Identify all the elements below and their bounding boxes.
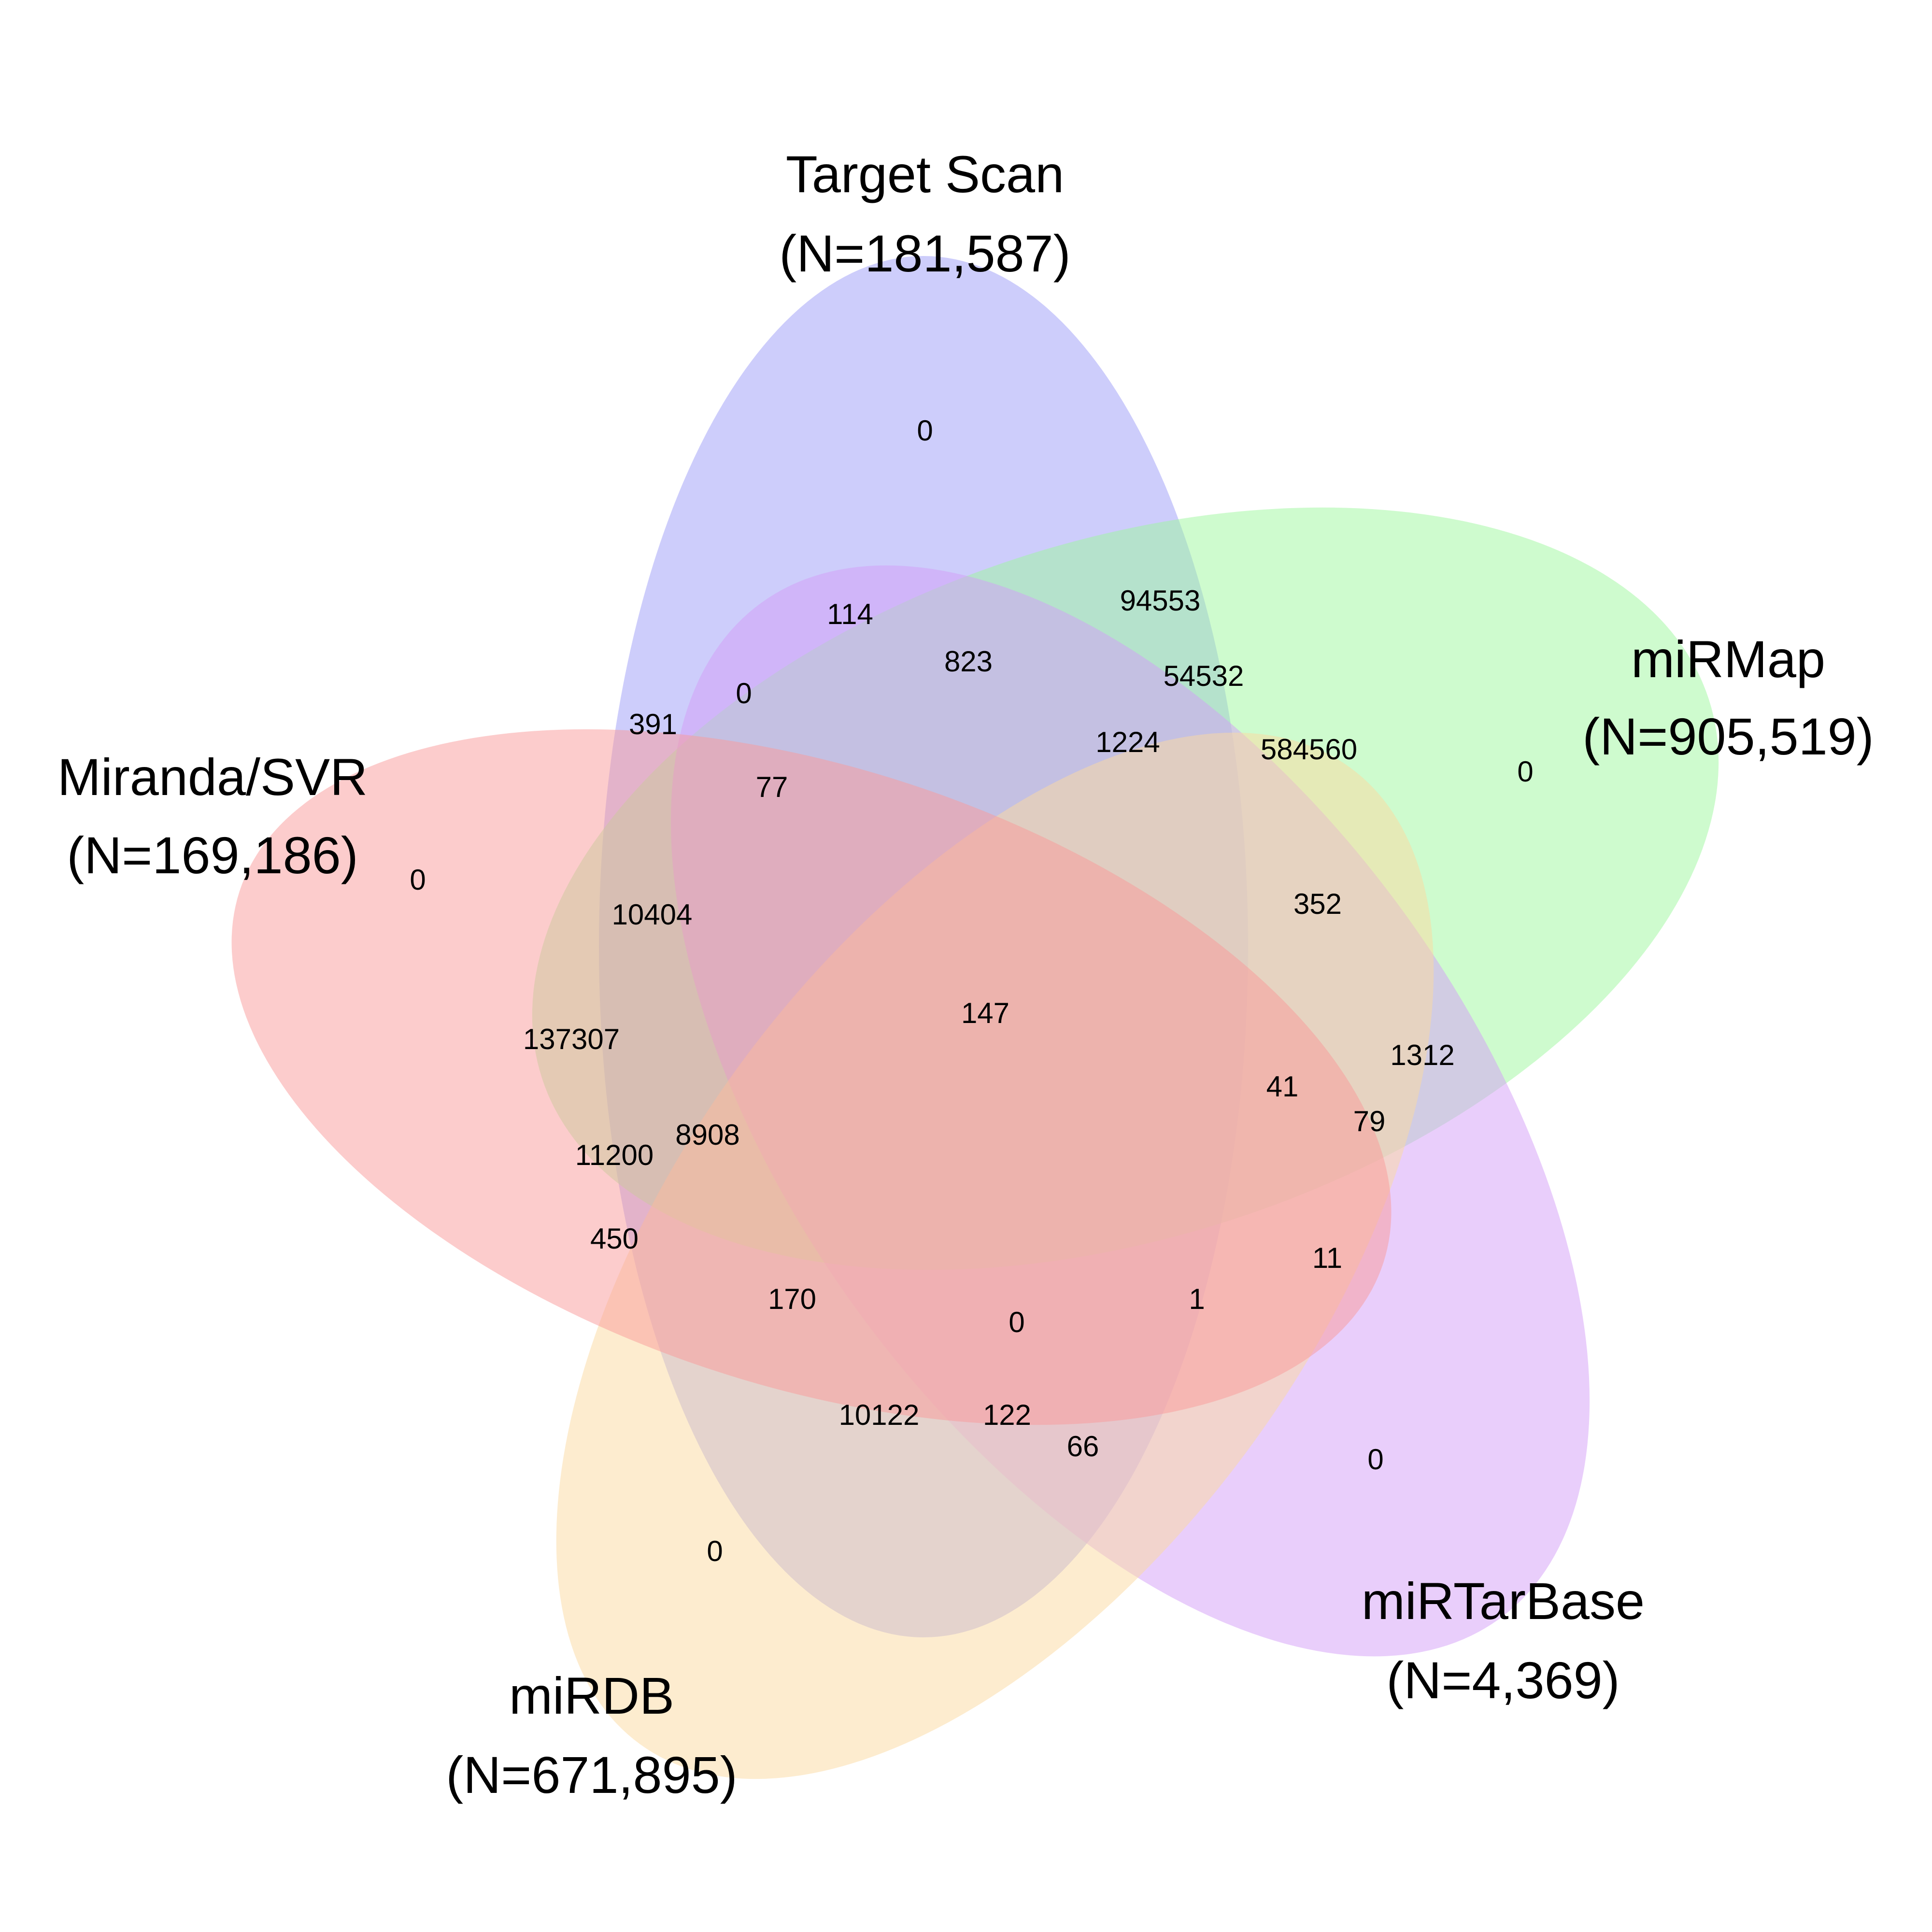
region-count: 8908	[675, 1119, 739, 1151]
region-count-mirtarbase-only: 0	[1367, 1443, 1383, 1476]
region-count: 79	[1353, 1105, 1386, 1137]
region-count: 147	[961, 997, 1009, 1029]
set-name-mirmap: miRMap	[1631, 630, 1825, 688]
region-count: 450	[590, 1222, 639, 1255]
region-count: 1	[1189, 1283, 1205, 1315]
region-count: 114	[827, 598, 873, 630]
set-labels: Target Scan (N=181,587) miRMap (N=905,51…	[57, 145, 1874, 1804]
region-count-miranda-only: 0	[410, 864, 426, 896]
region-count: 66	[1067, 1430, 1099, 1463]
region-count: 11	[1312, 1242, 1342, 1274]
set-count-miranda-svr: (N=169,186)	[67, 826, 358, 884]
region-count: 137307	[523, 1023, 620, 1055]
region-count: 0	[736, 677, 752, 710]
set-name-target-scan: Target Scan	[786, 145, 1064, 203]
set-name-miranda-svr: Miranda/SVR	[57, 748, 368, 806]
set-shapes	[231, 256, 1719, 1779]
region-count: 41	[1266, 1070, 1299, 1103]
region-count: 0	[1009, 1306, 1024, 1338]
set-name-mirtarbase: miRTarBase	[1362, 1572, 1645, 1630]
region-count: 352	[1293, 888, 1342, 920]
set-ellipse-miranda-svr	[231, 729, 1392, 1425]
set-count-mirdb: (N=671,895)	[446, 1746, 737, 1804]
region-count: 11200	[575, 1139, 653, 1171]
region-count: 10404	[612, 898, 693, 931]
region-count: 94553	[1120, 584, 1201, 617]
region-counts: 0 0 0 0 0 114 94553 823 54532 1224 58456…	[410, 414, 1533, 1567]
region-count: 77	[756, 771, 788, 803]
set-count-mirmap: (N=905,519)	[1582, 707, 1874, 766]
region-count: 1312	[1390, 1039, 1454, 1071]
region-count: 1224	[1095, 726, 1160, 758]
region-count: 10122	[839, 1399, 920, 1431]
region-count: 391	[629, 708, 677, 740]
region-count: 823	[944, 645, 993, 678]
region-count: 122	[983, 1399, 1031, 1431]
set-name-mirdb: miRDB	[509, 1666, 674, 1725]
set-count-mirtarbase: (N=4,369)	[1386, 1651, 1619, 1709]
region-count: 170	[768, 1283, 816, 1315]
region-count: 54532	[1164, 660, 1244, 692]
region-count: 584560	[1261, 733, 1357, 766]
region-count-mirdb-only: 0	[707, 1535, 723, 1567]
region-count-mirmap-only: 0	[1517, 755, 1533, 788]
set-count-target-scan: (N=181,587)	[779, 224, 1070, 283]
region-count-target-scan-only: 0	[917, 414, 933, 447]
